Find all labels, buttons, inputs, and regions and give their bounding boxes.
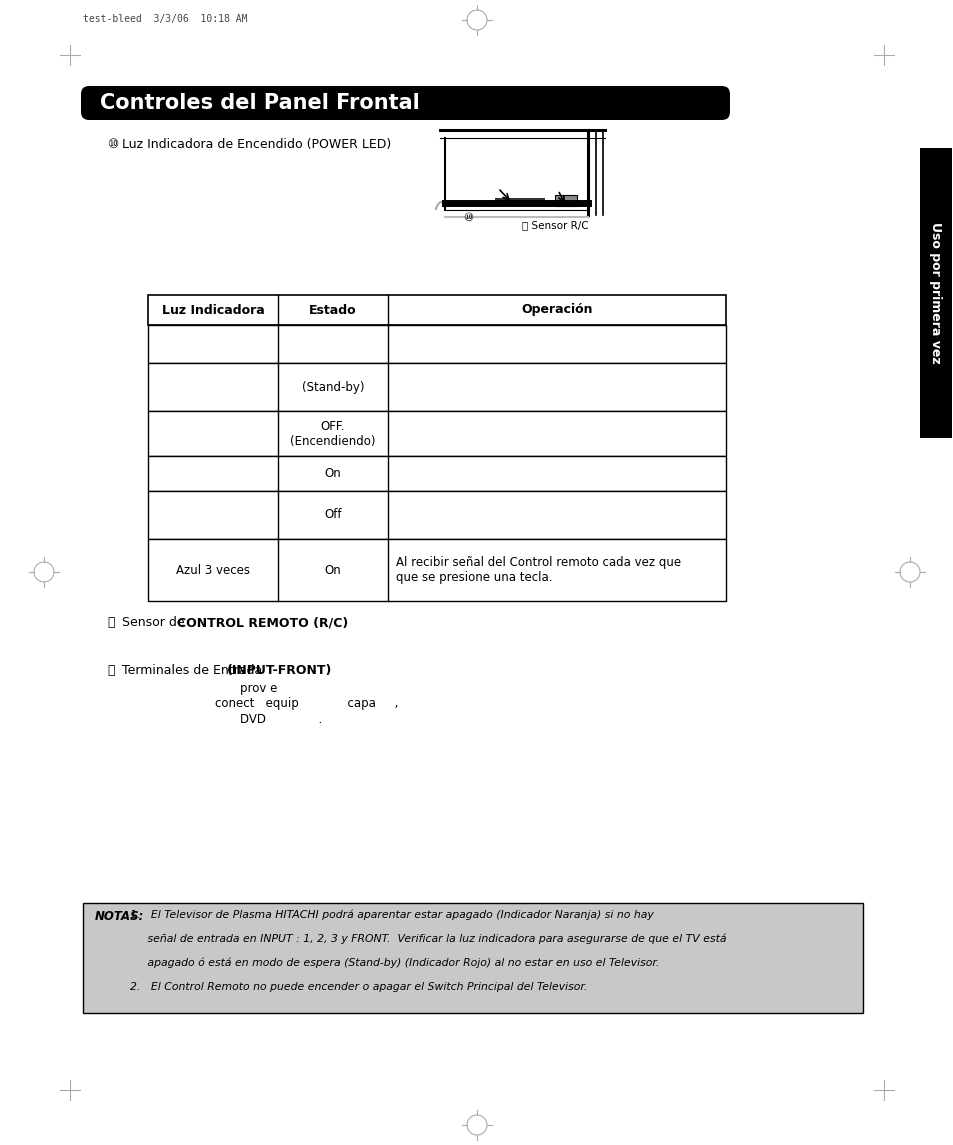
Text: DVD              .: DVD . xyxy=(240,713,322,726)
Text: ⑩: ⑩ xyxy=(462,213,473,223)
Text: Luz Indicadora de Encendido (POWER LED): Luz Indicadora de Encendido (POWER LED) xyxy=(122,139,391,151)
Text: Off: Off xyxy=(324,508,341,521)
Text: NOTAS:: NOTAS: xyxy=(95,910,144,923)
Bar xyxy=(555,195,577,206)
Text: Azul 3 veces: Azul 3 veces xyxy=(175,563,250,576)
Text: ⑩: ⑩ xyxy=(107,139,118,151)
Text: On: On xyxy=(324,563,341,576)
Text: ⑪: ⑪ xyxy=(107,616,114,629)
Text: OFF.
(Encendiendo): OFF. (Encendiendo) xyxy=(290,419,375,448)
Text: CONTROL REMOTO (R/C): CONTROL REMOTO (R/C) xyxy=(177,616,348,629)
Text: Luz Indicadora: Luz Indicadora xyxy=(161,303,264,316)
Text: ⑪ Sensor R/C: ⑪ Sensor R/C xyxy=(521,220,588,230)
Bar xyxy=(148,363,725,411)
Text: conect   equip             capa     ,: conect equip capa , xyxy=(214,697,398,710)
Text: prov e: prov e xyxy=(240,682,277,695)
Bar xyxy=(148,539,725,601)
Bar xyxy=(495,198,544,204)
Text: Uso por primera vez: Uso por primera vez xyxy=(928,222,942,364)
Text: (INPUT-FRONT): (INPUT-FRONT) xyxy=(227,664,332,677)
Text: test-bleed  3/3/06  10:18 AM: test-bleed 3/3/06 10:18 AM xyxy=(83,14,247,24)
Bar xyxy=(148,325,725,363)
Text: Sensor de: Sensor de xyxy=(122,616,189,629)
Text: ⑫: ⑫ xyxy=(107,664,114,677)
Text: apagado ó está en modo de espera (Stand-by) (Indicador Rojo) al no estar en uso : apagado ó está en modo de espera (Stand-… xyxy=(130,958,659,969)
Text: 1.   El Televisor de Plasma HITACHI podrá aparentar estar apagado (Indicador Nar: 1. El Televisor de Plasma HITACHI podrá … xyxy=(130,910,653,921)
FancyBboxPatch shape xyxy=(81,86,729,120)
Bar xyxy=(83,903,862,1013)
Bar xyxy=(148,411,725,456)
Text: 2.   El Control Remoto no puede encender o apagar el Switch Principal del Televi: 2. El Control Remoto no puede encender o… xyxy=(130,982,587,992)
Text: Operación: Operación xyxy=(520,303,592,316)
Bar xyxy=(148,491,725,539)
Text: Controles del Panel Frontal: Controles del Panel Frontal xyxy=(100,93,419,113)
Bar xyxy=(919,148,951,439)
Bar xyxy=(148,295,725,325)
Text: Terminales de Entrada: Terminales de Entrada xyxy=(122,664,270,677)
Text: Al recibir señal del Control remoto cada vez que
que se presione una tecla.: Al recibir señal del Control remoto cada… xyxy=(395,556,680,584)
Text: señal de entrada en INPUT : 1, 2, 3 y FRONT.  Verificar la luz indicadora para a: señal de entrada en INPUT : 1, 2, 3 y FR… xyxy=(130,934,726,945)
Text: Estado: Estado xyxy=(309,303,356,316)
Text: On: On xyxy=(324,467,341,480)
Text: (Stand-by): (Stand-by) xyxy=(301,380,364,394)
Bar xyxy=(148,456,725,491)
